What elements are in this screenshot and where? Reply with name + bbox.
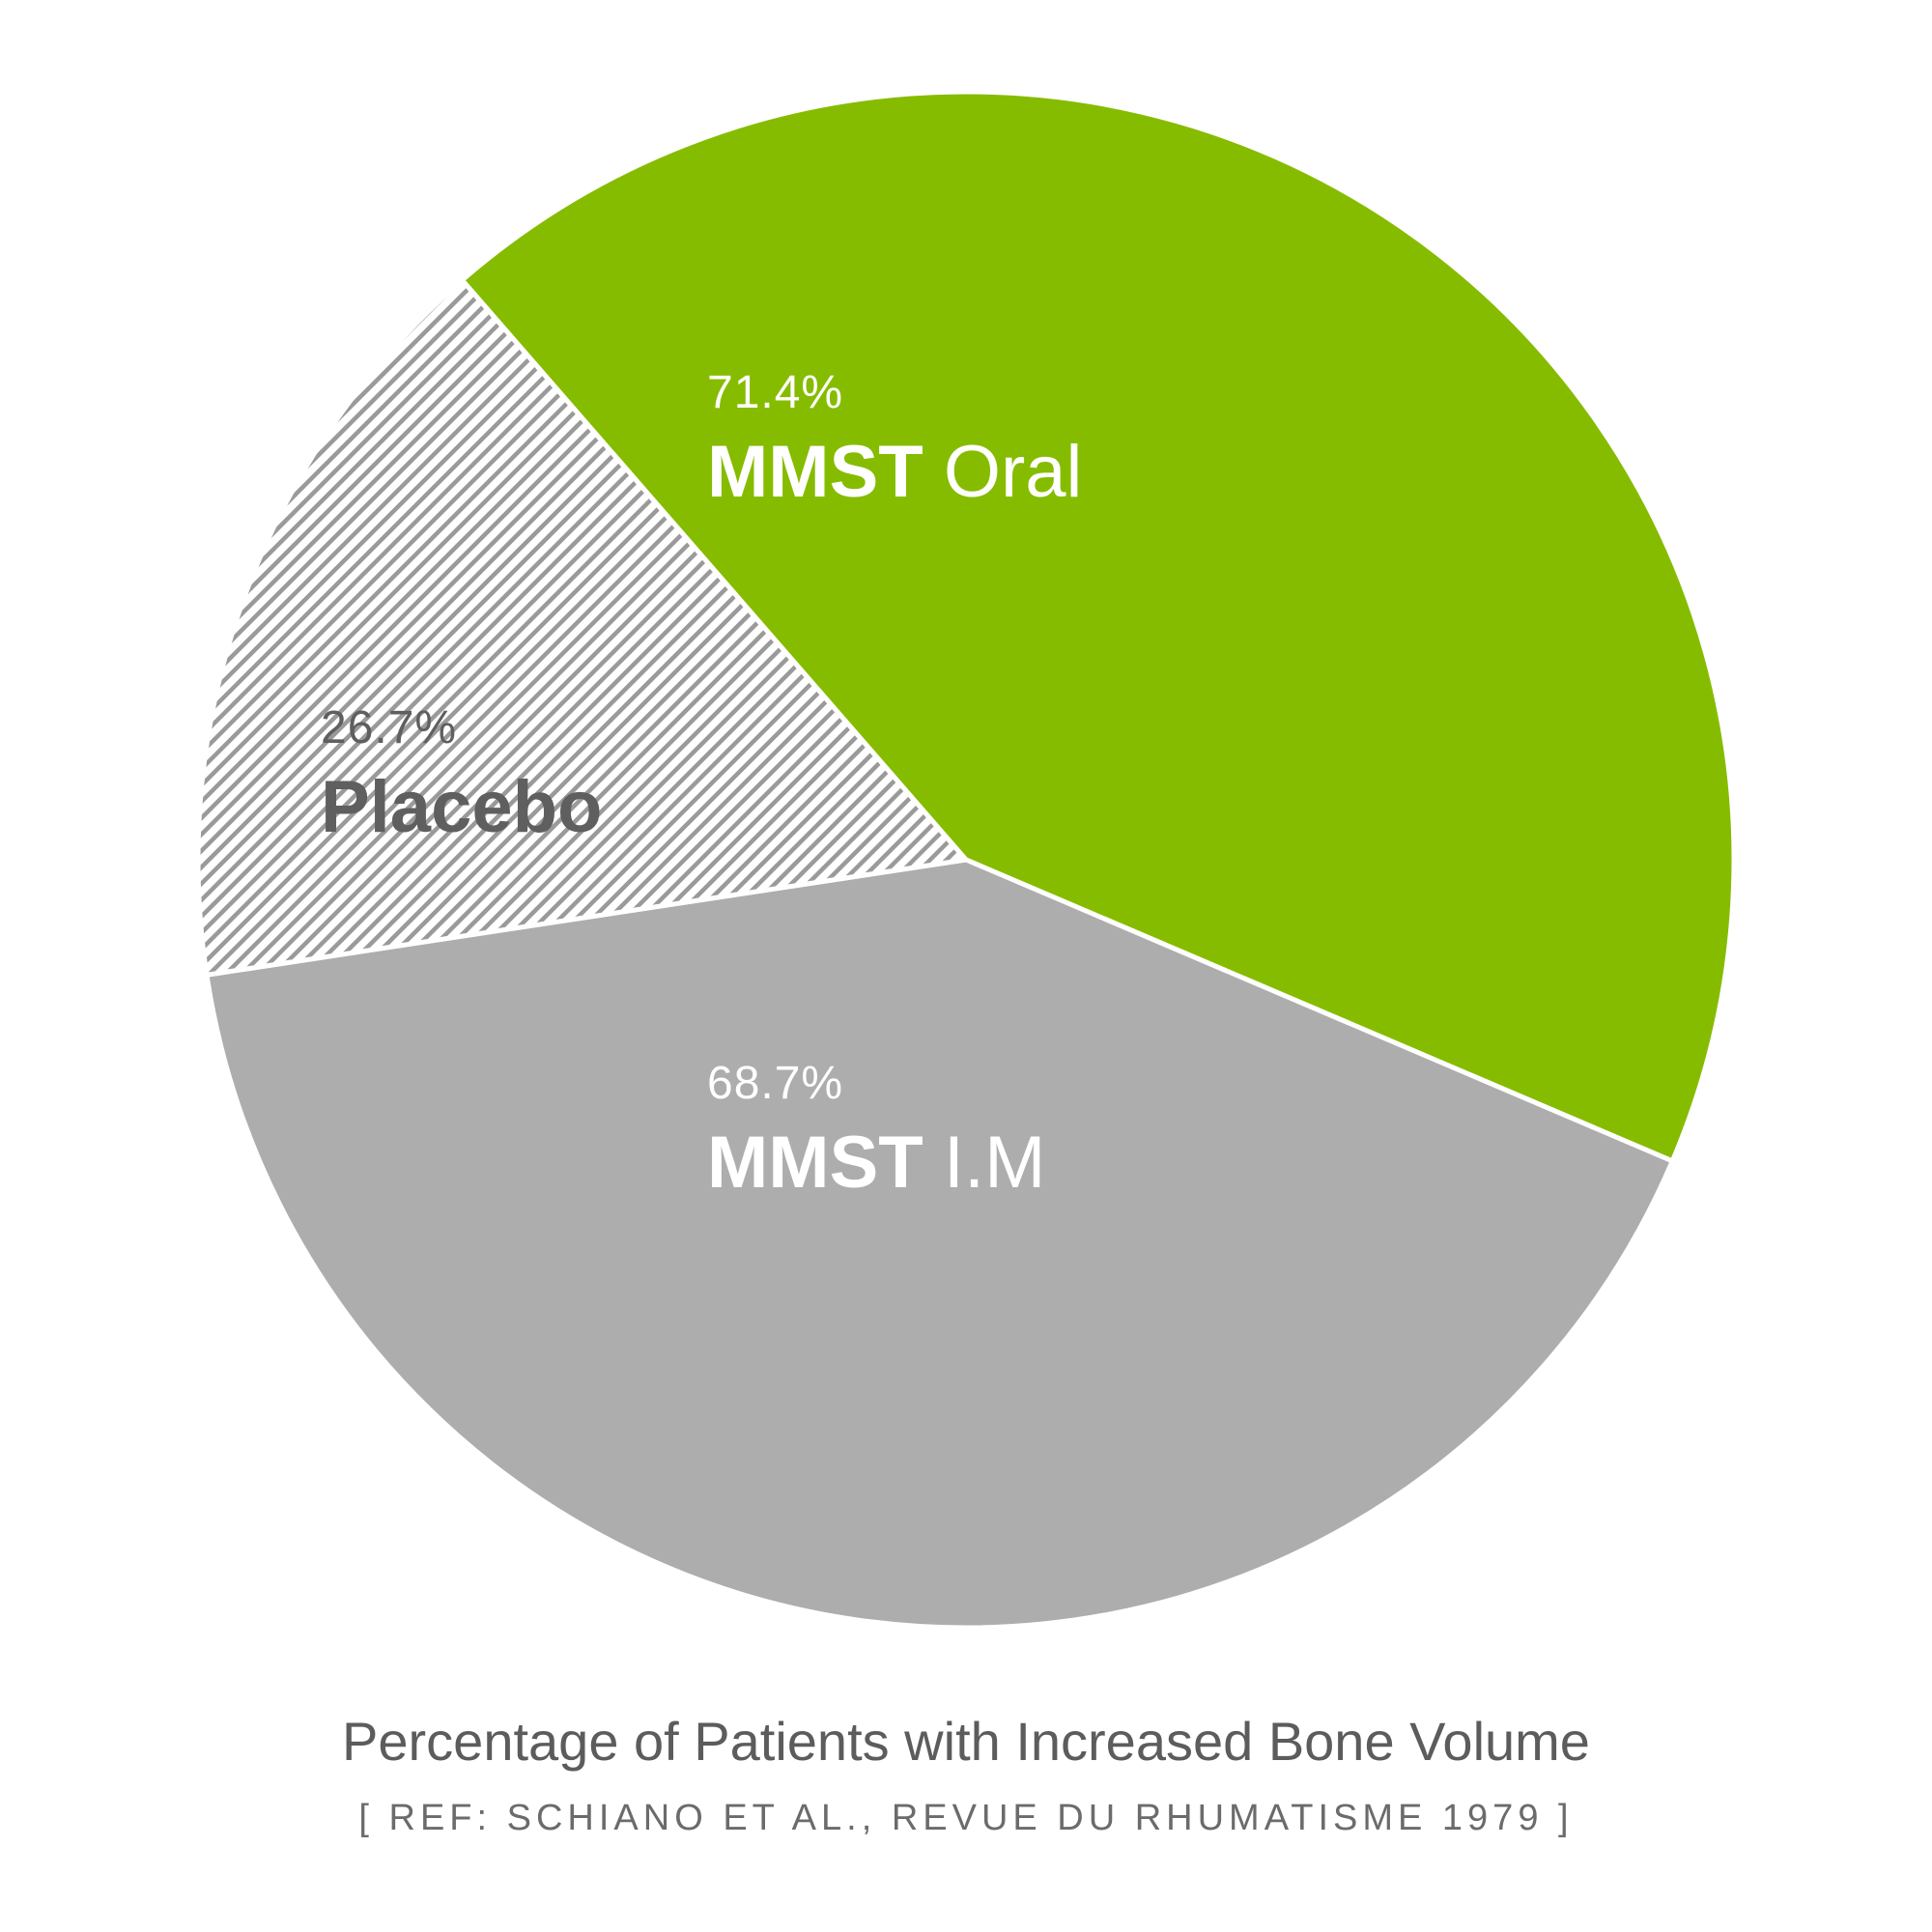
chart-title: Percentage of Patients with Increased Bo… [342,1711,1590,1772]
slice-name-bold: Placebo [321,766,603,848]
slice-name: MMST I.M [707,1126,1045,1200]
slice-percent: 71.4% [707,367,844,418]
slice-label-placebo: 26.7% Placebo [321,705,602,844]
chart-caption: Percentage of Patients with Increased Bo… [0,1710,1932,1839]
slice-label-mmst-im: 68.7% MMST I.M [707,1061,1045,1200]
slice-name: Placebo [321,771,602,844]
slice-name-light: Oral [943,431,1083,513]
slice-name-bold: MMST [707,431,923,513]
slice-label-mmst-oral: 71.4% MMST Oral [707,370,1082,509]
slice-name-light: I.M [943,1122,1046,1204]
pie-chart-svg [195,89,1737,1631]
pie-slice-oral [459,89,1737,1164]
slice-name-bold: MMST [707,1122,923,1204]
slice-percent: 68.7% [707,1058,844,1109]
pie-slice-placebo [195,277,969,978]
slice-name: MMST Oral [707,436,1082,509]
pie-slice-im [204,857,1675,1631]
slice-percent: 26.7% [321,702,458,753]
chart-reference: [ REF: SCHIANO ET AL., REVUE DU RHUMATIS… [358,1798,1574,1838]
pie-chart: 71.4% MMST Oral 26.7% Placebo 68.7% MMST… [195,89,1737,1631]
